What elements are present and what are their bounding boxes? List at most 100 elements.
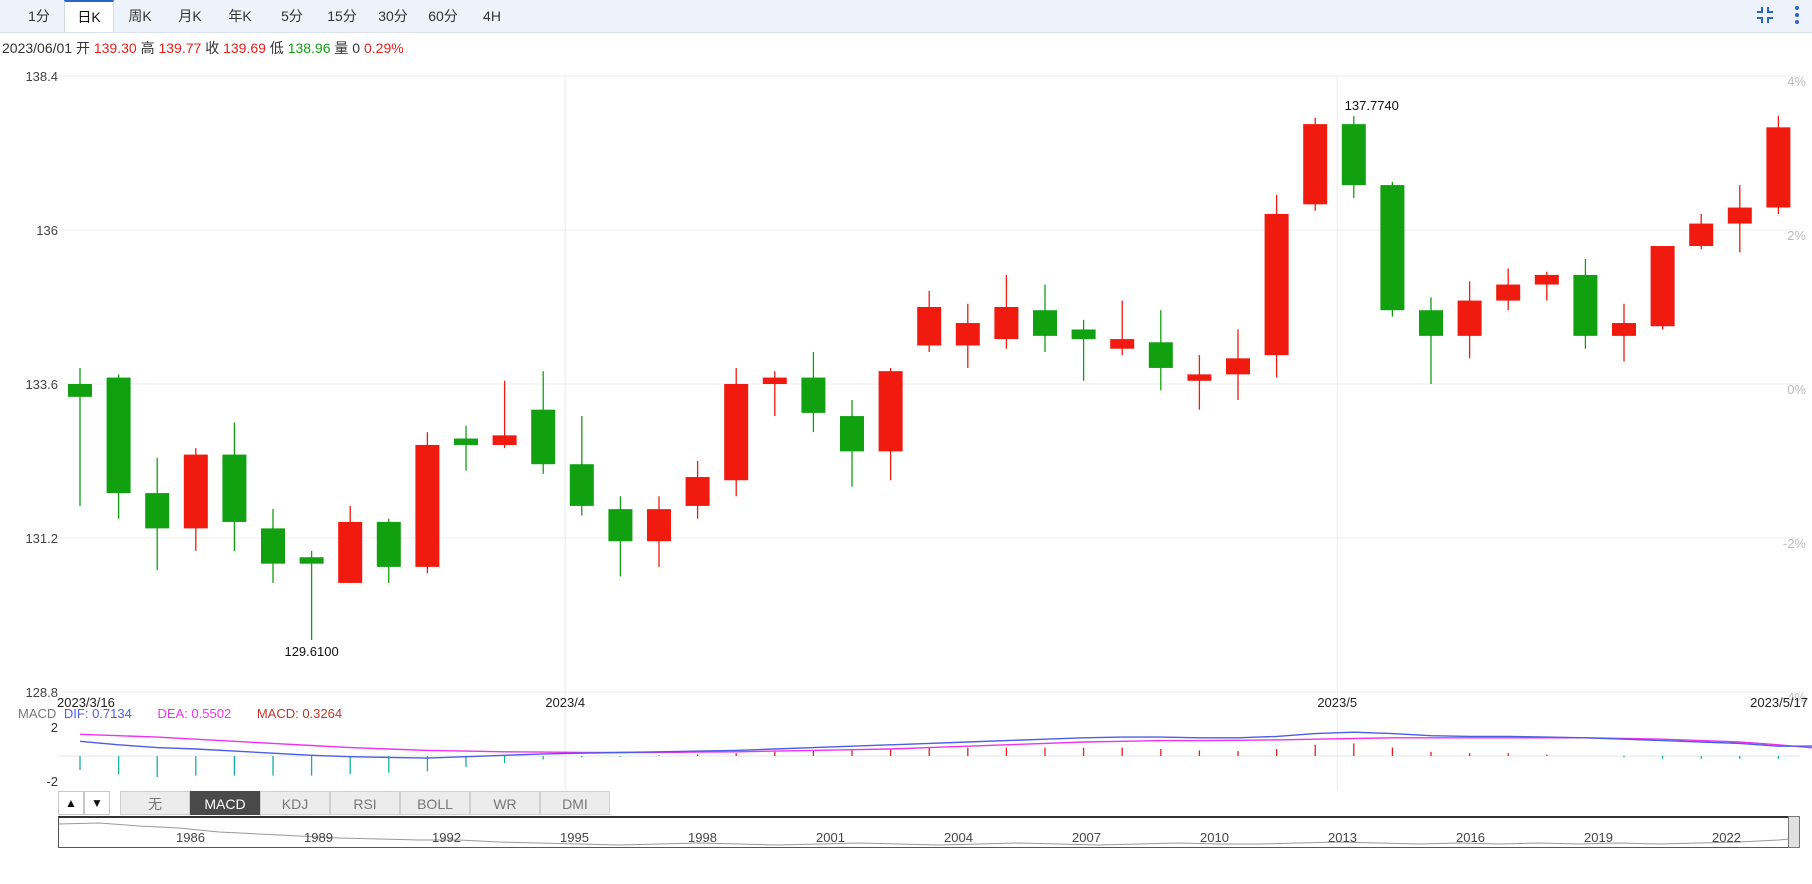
indicator-tab-kdj[interactable]: KDJ <box>260 791 330 815</box>
volume-label: 量 <box>334 40 349 56</box>
candle-body <box>801 377 826 413</box>
candle-body <box>1341 124 1366 186</box>
candle-body <box>145 493 170 529</box>
range-navigator[interactable] <box>58 816 1800 848</box>
nav-year-label: 1995 <box>560 830 589 845</box>
candle-body <box>415 444 440 567</box>
scroll-down-button[interactable]: ▼ <box>84 791 110 815</box>
nav-year-label: 1989 <box>304 830 333 845</box>
candle-body <box>1689 223 1714 247</box>
volume-value: 0 <box>352 40 361 56</box>
candle-body <box>1110 339 1135 349</box>
candle-body <box>1264 213 1289 356</box>
tab-4h[interactable]: 4H <box>483 8 501 24</box>
price-annotation: 137.7740 <box>1345 98 1399 113</box>
tab-weekly-k[interactable]: 周K <box>128 8 152 24</box>
indicator-tab-boll[interactable]: BOLL <box>400 791 470 815</box>
open-value: 139.30 <box>93 40 137 56</box>
tab-monthly-k[interactable]: 月K <box>178 8 202 24</box>
candle-body <box>569 464 594 506</box>
y-tick-label: 136 <box>36 223 58 238</box>
low-label: 低 <box>269 40 284 56</box>
tab-15min[interactable]: 15分 <box>327 8 357 24</box>
candle-body <box>531 409 556 465</box>
candle-body <box>1148 342 1173 368</box>
macd-legend-dif: DIF: 0.7134 <box>63 706 132 721</box>
nav-year-label: 2013 <box>1328 830 1357 845</box>
pct-tick-label: -4% <box>1783 690 1807 705</box>
nav-year-label: 2004 <box>944 830 973 845</box>
period-tab-bar: 1分 日K 周K 月K 年K 5分 15分 30分 60分 4H <box>0 0 1812 33</box>
nav-year-label: 2007 <box>1072 830 1101 845</box>
nav-year-label: 2019 <box>1584 830 1613 845</box>
candle-body <box>299 557 324 564</box>
candle-body <box>917 307 942 346</box>
low-value: 138.96 <box>287 40 331 56</box>
shrink-icon[interactable] <box>1754 4 1776 26</box>
high-label: 高 <box>140 40 155 56</box>
macd-legend-name: MACD <box>18 706 57 721</box>
macd-dif-line <box>79 731 1812 759</box>
candle-body <box>955 323 980 346</box>
candle-body <box>1380 185 1405 311</box>
candle-body <box>762 377 787 384</box>
ohlc-info-line: 2023/06/01 开 139.30 高 139.77 收 139.69 低 … <box>2 38 404 58</box>
x-tick-label: 2023/4 <box>545 695 585 710</box>
tab-60min[interactable]: 60分 <box>428 8 458 24</box>
x-tick-label: 2023/5/17 <box>1750 695 1808 710</box>
candle-body <box>840 416 864 452</box>
close-label: 收 <box>205 40 220 56</box>
candle-body <box>492 435 517 445</box>
y-tick-label: 138.4 <box>25 69 58 84</box>
candle-body <box>1612 323 1636 336</box>
y-tick-label: 128.8 <box>25 685 58 700</box>
pct-tick-label: 4% <box>1787 74 1806 89</box>
candle-body <box>1187 374 1212 381</box>
candle-body <box>454 438 478 445</box>
nav-year-label: 2016 <box>1456 830 1485 845</box>
candle-body <box>608 509 633 542</box>
close-value: 139.69 <box>223 40 266 56</box>
navigator-handle[interactable] <box>1788 816 1800 848</box>
price-annotation: 129.6100 <box>284 644 338 659</box>
indicator-tab-wr[interactable]: WR <box>470 791 540 815</box>
macd-legend: MACD DIF: 0.7134 DEA: 0.5502 MACD: 0.326… <box>18 706 342 721</box>
candle-body <box>647 509 671 542</box>
pct-tick-label: 0% <box>1787 382 1806 397</box>
candle-body <box>1573 274 1598 336</box>
navigator-sparkline <box>59 822 1799 846</box>
more-vertical-icon[interactable] <box>1786 4 1808 26</box>
candle-body <box>1766 127 1791 208</box>
macd-y-tick-label: 2 <box>51 720 58 735</box>
high-value: 139.77 <box>158 40 202 56</box>
scroll-up-button[interactable]: ▲ <box>58 791 84 815</box>
tab-30min[interactable]: 30分 <box>378 8 408 24</box>
y-tick-label: 131.2 <box>25 531 58 546</box>
pct-tick-label: 2% <box>1787 228 1806 243</box>
indicator-tab-rsi[interactable]: RSI <box>330 791 400 815</box>
tab-1min[interactable]: 1分 <box>28 8 50 24</box>
nav-year-label: 2001 <box>816 830 845 845</box>
candlestick-chart[interactable]: 138.4136133.6131.2128.84%2%0%-2%-4%2023/… <box>0 0 1812 790</box>
nav-year-label: 1986 <box>176 830 205 845</box>
candle-body <box>1727 207 1752 224</box>
indicator-tab-macd[interactable]: MACD <box>190 791 260 815</box>
candle-body <box>1033 310 1057 336</box>
macd-y-tick-label: -2 <box>46 774 58 789</box>
indicator-tab-dmi[interactable]: DMI <box>540 791 610 815</box>
candle-body <box>878 371 903 452</box>
tab-5min[interactable]: 5分 <box>281 8 303 24</box>
macd-legend-dea: DEA: 0.5502 <box>157 706 232 721</box>
candle-body <box>1650 246 1675 327</box>
info-date: 2023/06/01 <box>2 40 73 56</box>
candle-body <box>376 521 401 567</box>
nav-year-label: 2010 <box>1200 830 1229 845</box>
candle-body <box>1071 329 1096 340</box>
tab-daily-k[interactable]: 日K <box>64 0 114 32</box>
tab-yearly-k[interactable]: 年K <box>228 8 252 24</box>
candle-body <box>1303 124 1328 205</box>
macd-dea-line <box>79 733 1812 754</box>
indicator-tab-none[interactable]: 无 <box>120 791 190 815</box>
nav-year-label: 1992 <box>432 830 461 845</box>
candle-body <box>1457 300 1482 336</box>
